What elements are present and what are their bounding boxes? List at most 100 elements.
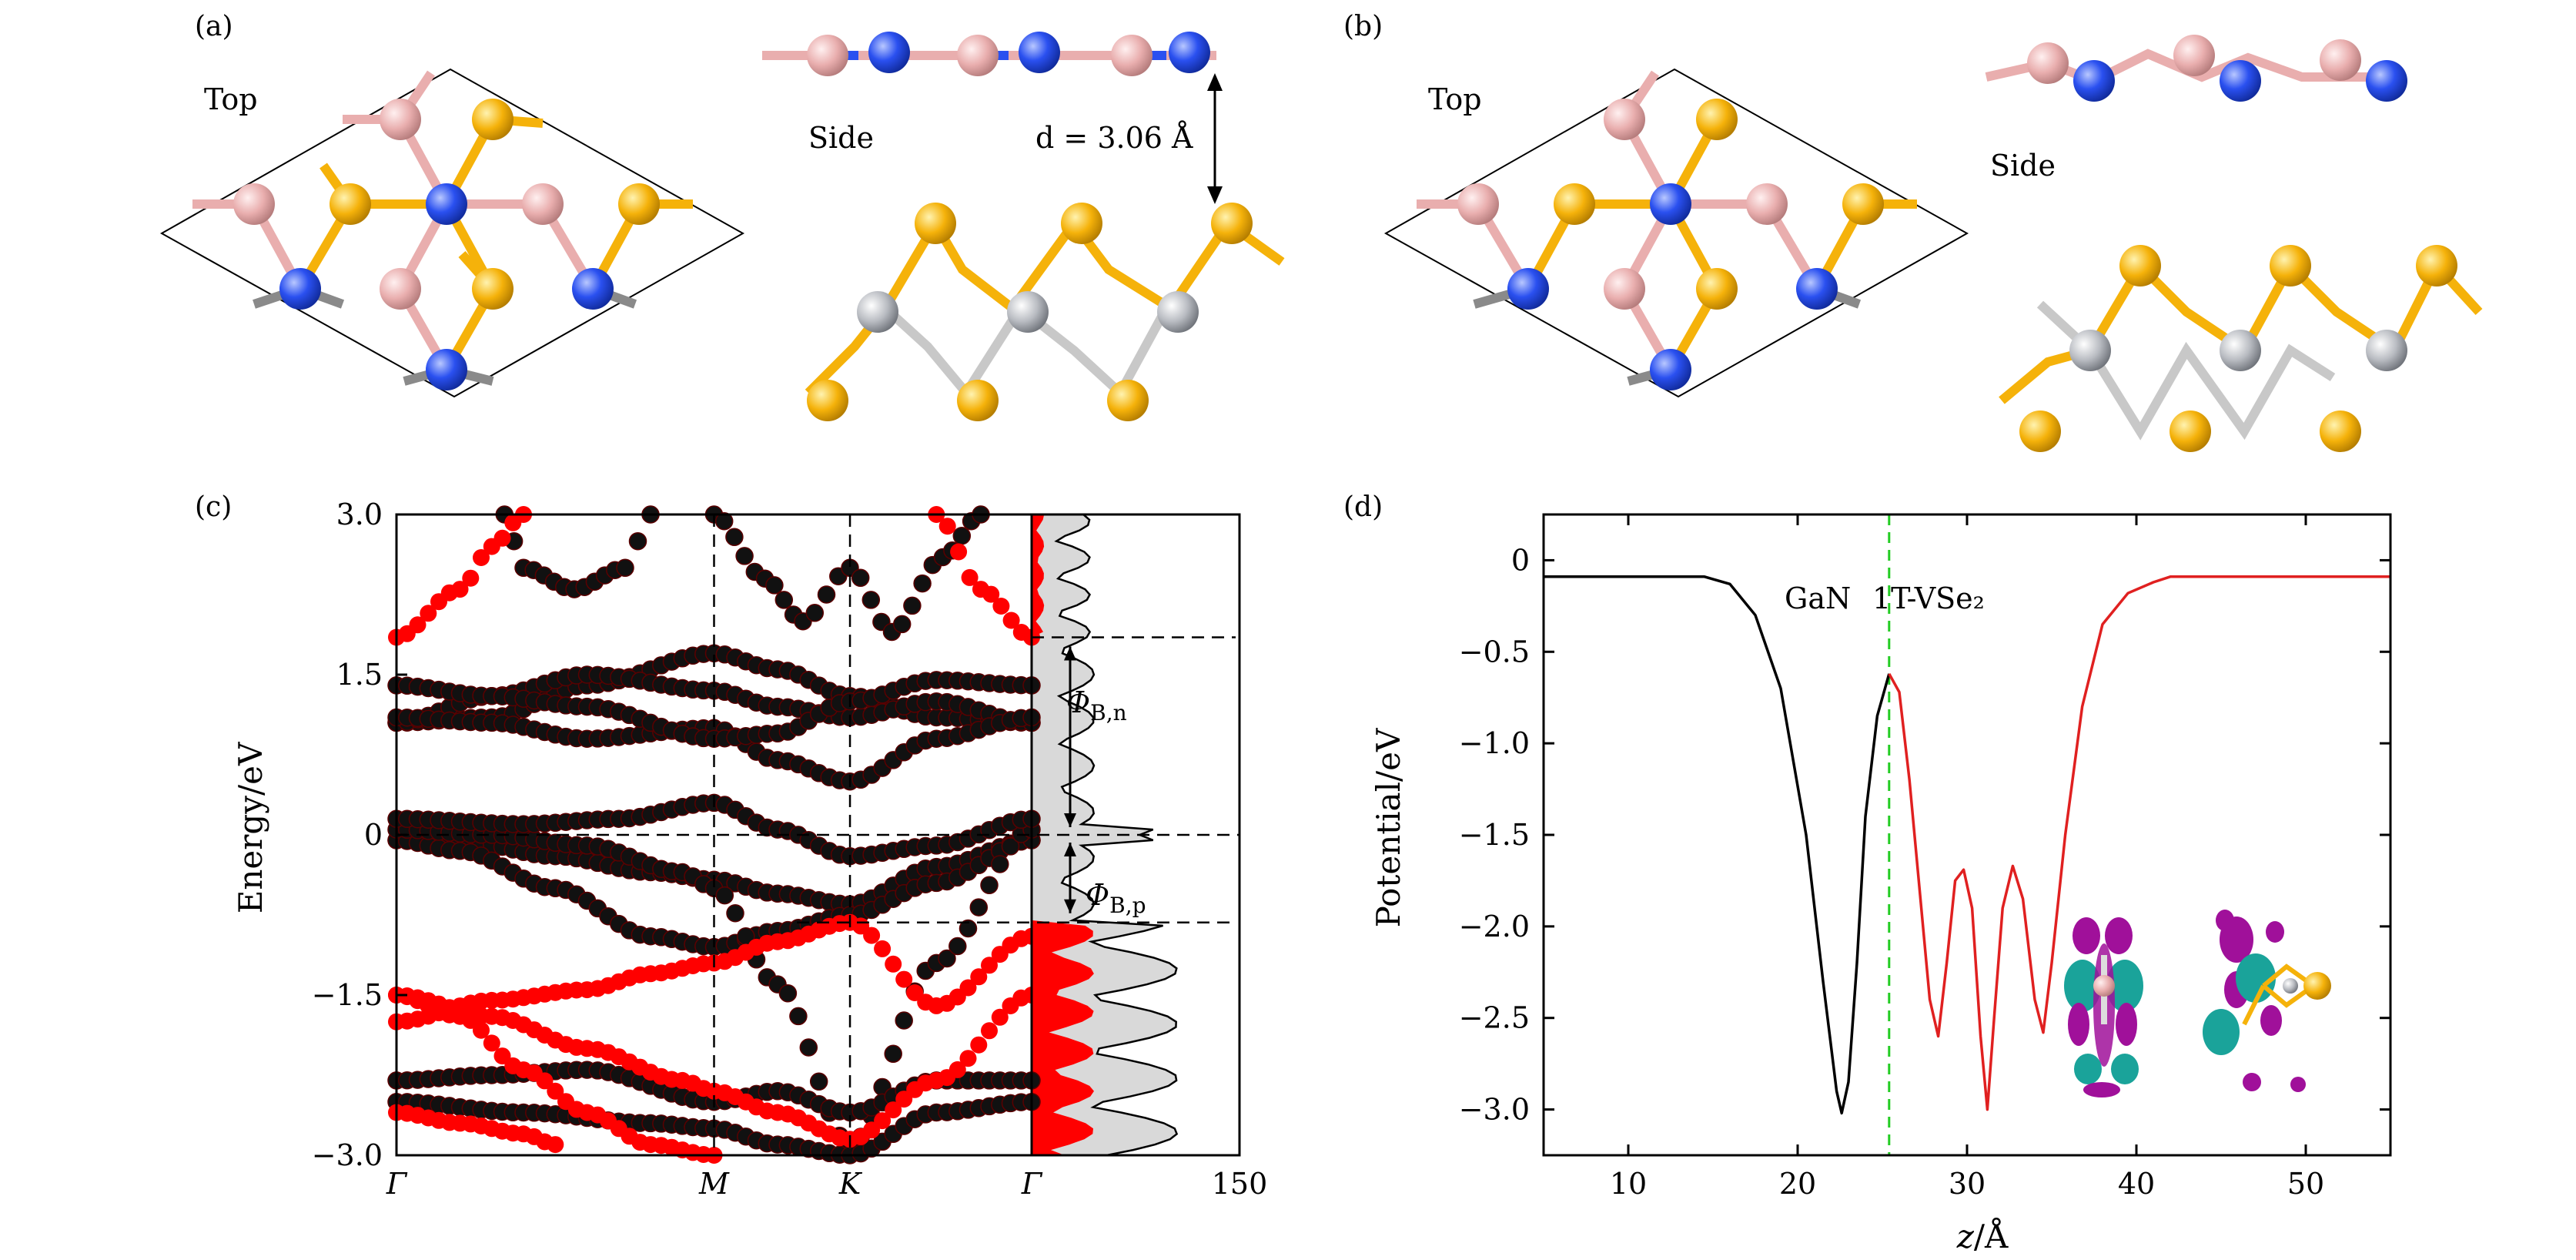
panel-b-top-label: Top [1428, 82, 1482, 116]
se-atom [807, 380, 848, 421]
band-point [938, 518, 956, 535]
vse2-band-series [387, 505, 1041, 1164]
n-atom [2366, 60, 2407, 102]
top-view-bonds [1417, 70, 1917, 386]
v-atom [2220, 330, 2261, 371]
band-point [861, 591, 881, 609]
v-atom [2069, 330, 2111, 371]
band-point [493, 1047, 511, 1065]
n-atom [426, 183, 467, 225]
ga-atom [2320, 39, 2361, 81]
se-atom [618, 183, 660, 225]
x-tick-label: 30 [1949, 1167, 1986, 1201]
se-atom [2170, 411, 2211, 452]
n-atom [868, 32, 910, 73]
panel-a-label: (a) [195, 11, 233, 42]
n-atom [426, 349, 467, 390]
se-atom [1696, 99, 1738, 140]
band-point [493, 529, 511, 547]
potential-plot: 10 20 30 40 50 0 −0.5 −1.0 −1.5 −2.0 −2.5 −3.0 [1459, 513, 2392, 1201]
band-point [473, 549, 490, 566]
band-point [863, 927, 881, 944]
band-point [473, 1021, 490, 1039]
n-atom [1650, 183, 1691, 225]
se-atom [2320, 411, 2361, 452]
gan-region-label: GaN [1785, 581, 1851, 615]
se-atom [1061, 203, 1102, 244]
band-point [725, 528, 744, 547]
band-point [616, 558, 634, 578]
charge-density-gan-side [2064, 917, 2143, 1097]
band-point [789, 1007, 808, 1026]
panel-d: (d) 10 20 30 40 500−0.5−1.0−1.5−2.0−2.5−3.0 … [1343, 491, 2392, 1255]
n-atom [279, 268, 321, 310]
panel-c-label: (c) [195, 491, 232, 523]
v-atom [1007, 291, 1049, 333]
panel-c: (c) 3.01.50−1.5−3.0Γ M K Γ 150 Energy/eV ΦB,… [195, 491, 1267, 1201]
band-point [1002, 612, 1020, 629]
band-point [714, 511, 734, 531]
panel-a: (a) Top Side d = 3.06 Å [159, 11, 1285, 421]
band-point [817, 585, 836, 604]
x-tick-label: 10 [1610, 1167, 1647, 1201]
panel-b-side-label: Side [1990, 149, 2056, 183]
n-atom [572, 268, 614, 310]
v-atom [1157, 291, 1199, 333]
se-atom [957, 380, 999, 421]
panel-a-top-label: Top [204, 82, 258, 116]
gan-pdos-fill [1032, 514, 1094, 1155]
x-tick-label: 50 [2287, 1167, 2324, 1201]
se-atom [2019, 411, 2061, 452]
band-point [874, 940, 892, 957]
panel-a-top-view [159, 68, 745, 398]
se-atom [2270, 245, 2311, 287]
band-point [874, 1112, 892, 1130]
se-atom [1696, 268, 1738, 310]
top-view-atoms [1457, 99, 1884, 390]
ga-atom [380, 99, 421, 140]
panel-a-side-label: Side [808, 121, 874, 155]
band-point [948, 1061, 966, 1078]
k-point-label: M [698, 1167, 730, 1201]
gan-potential-line [1544, 575, 1891, 1115]
band-point [726, 903, 744, 923]
potential-axis-title: Potential/eV [1370, 728, 1407, 927]
band-point [735, 547, 754, 565]
n-atom [1650, 349, 1691, 390]
charge-density-inset [2064, 910, 2331, 1097]
band-point [1001, 837, 1020, 856]
band-point [547, 1136, 564, 1154]
band-point [884, 1044, 902, 1064]
y-tick-label: −2.5 [1459, 1001, 1530, 1035]
band-structure-axes: 3.01.50−1.5−3.0Γ M K Γ 150 [312, 498, 1268, 1201]
ga-atom [1604, 268, 1645, 310]
band-point [809, 1072, 828, 1091]
se-atom [2416, 245, 2457, 287]
y-tick-label: −3.0 [1459, 1093, 1530, 1127]
band-point [950, 543, 968, 561]
n-atom [1019, 32, 1060, 73]
unit-cell-outline [159, 68, 745, 398]
dos-max-label: 150 [1212, 1167, 1268, 1201]
band-point [547, 1082, 564, 1100]
band-point [885, 955, 902, 973]
ga-atom [522, 183, 564, 225]
band-point [903, 596, 922, 615]
band-point [536, 1072, 554, 1090]
y-tick-label: −2.0 [1459, 910, 1530, 943]
band-point [970, 968, 988, 986]
band-point [895, 1011, 913, 1030]
band-point [892, 615, 912, 634]
band-point [885, 1101, 902, 1119]
y-tick-label: −0.5 [1459, 635, 1530, 669]
interlayer-distance-arrow [1207, 73, 1223, 204]
unit-cell-outline [1383, 68, 1969, 398]
se-atom [1554, 183, 1595, 225]
energy-axis-title: Energy/eV [232, 742, 269, 913]
y-tick-label: −3.0 [312, 1138, 383, 1172]
band-point [778, 984, 798, 1003]
y-tick-label: −1.5 [312, 978, 383, 1012]
charge-density-vse2-side [2203, 910, 2331, 1092]
band-point [483, 1034, 500, 1052]
